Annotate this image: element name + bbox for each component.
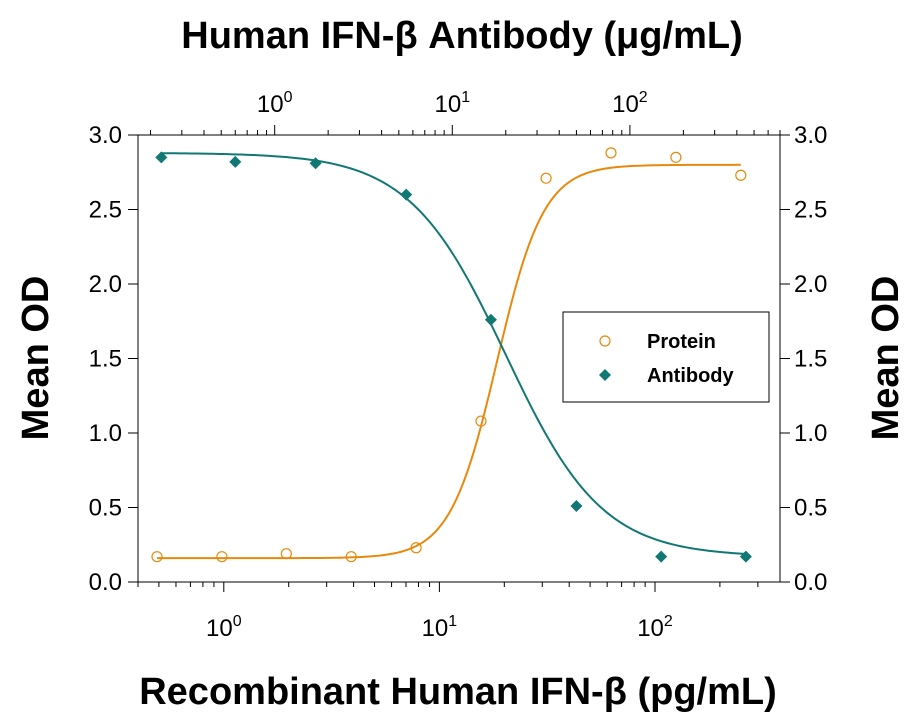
top-x-tick-label: 100 [257,89,293,118]
protein-point [410,542,422,554]
top-axis-title: Human IFN-β Antibody (μg/mL) [181,15,742,57]
legend: Protein Antibody [562,311,770,403]
y-tick-label-right: 2.5 [794,197,827,224]
protein-point [151,551,163,563]
legend-protein-marker [599,335,611,347]
antibody-point [655,550,668,563]
protein-point [475,415,487,427]
y-axis-ticks: 0.0 0.0 0.5 0.5 1.0 1.0 1.5 1.5 2.0 2.0 2.5 2.5 3.0 3… [89,122,828,596]
y-tick-label-right: 1.0 [794,420,827,447]
y-tick-label-left: 2.5 [89,197,122,224]
protein-point [345,551,357,563]
antibody-point [229,155,242,168]
antibody-point [155,151,168,164]
y-tick-label-right: 0.5 [794,495,827,522]
protein-fit-curve [157,163,741,560]
bottom-x-axis-ticks: 100 101 102 [137,582,759,642]
bottom-x-tick-label: 101 [422,613,458,642]
y-tick-label-right: 0.0 [794,569,827,596]
protein-point [280,548,292,560]
y-tick-label-right: 2.0 [794,271,827,298]
right-axis-title: Mean OD [865,276,907,441]
antibody-point [309,157,322,170]
protein-point [605,147,617,159]
legend-box [562,311,770,403]
legend-protein-label: Protein [647,331,716,353]
y-tick-label-left: 0.5 [89,495,122,522]
left-axis-title: Mean OD [15,276,57,441]
data-points [151,147,752,563]
y-tick-label-left: 1.0 [89,420,122,447]
legend-antibody-label: Antibody [647,365,735,387]
y-tick-label-left: 1.5 [89,346,122,373]
antibody-point [400,188,413,201]
antibody-point [484,313,497,326]
bottom-axis-title: Recombinant Human IFN-β (pg/mL) [139,671,777,713]
fit-curves [157,152,746,560]
protein-point [540,172,552,184]
y-tick-label-right: 1.5 [794,346,827,373]
bottom-x-tick-label: 100 [206,613,242,642]
y-tick-label-left: 3.0 [89,122,122,149]
protein-point [735,169,747,181]
protein-point [216,551,228,563]
top-x-tick-label: 102 [612,89,648,118]
antibody-point [570,500,583,513]
legend-antibody-marker [599,369,611,381]
y-tick-label-left: 0.0 [89,569,122,596]
bottom-x-tick-label: 102 [637,613,673,642]
y-tick-label-right: 3.0 [794,122,827,149]
antibody-point [739,550,752,563]
top-x-tick-label: 101 [434,89,470,118]
protein-point [670,151,682,163]
antibody-fit-curve [161,152,746,555]
top-x-axis-ticks: 100 101 102 [150,89,781,135]
y-tick-label-left: 2.0 [89,271,122,298]
